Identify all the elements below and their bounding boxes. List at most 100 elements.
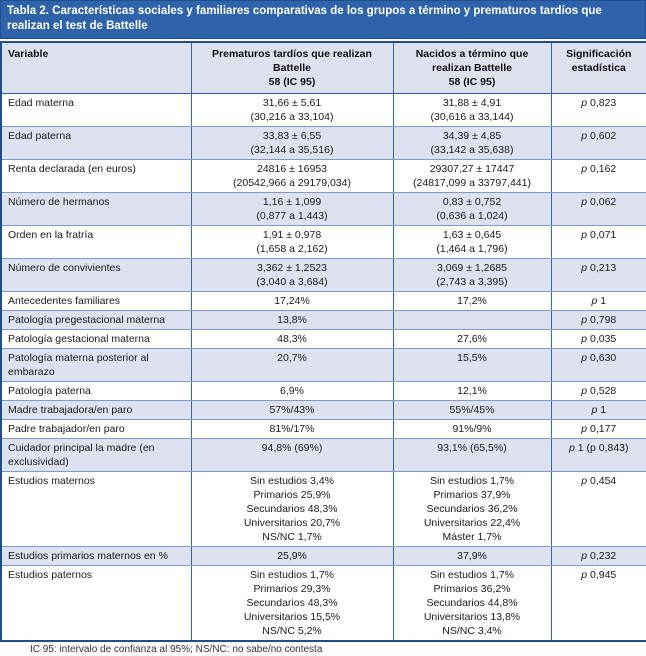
value-line: NS/NC 1,7% <box>262 531 322 543</box>
table-row: Madre trabajadora/en paro 57%/43% 55%/45… <box>0 400 646 420</box>
value-line: 1,16 ± 1,099 <box>262 196 322 208</box>
value-line: Secundarios 44,8% <box>426 597 518 609</box>
value-line: 6,9% <box>280 385 304 397</box>
value-line: 17,24% <box>274 295 310 307</box>
p-value: p 0,630 <box>550 348 646 382</box>
preterm-value: 1,16 ± 1,099 (0,877 a 1,443) <box>190 192 394 226</box>
value-line: Sin estudios 1,7% <box>429 569 515 581</box>
row-label: Número de hermanos <box>0 192 192 226</box>
table-row: Estudios primarios maternos en % 25,9% 3… <box>0 546 646 566</box>
value-line: Secundarios 48,3% <box>246 597 338 609</box>
value-line: (32,144 a 35,516) <box>250 144 334 156</box>
value-line: NS/NC 5,2% <box>262 625 322 637</box>
row-label: Padre trabajador/en paro <box>0 419 192 439</box>
value-line: (0,877 a 1,443) <box>256 210 328 222</box>
p-value: p 0,232 <box>550 546 646 566</box>
p-number: 1 (p 0,843) <box>577 442 629 454</box>
p-symbol: p <box>581 229 588 241</box>
value-line: 94,8% (69%) <box>261 442 323 454</box>
value-line: NS/NC 3,4% <box>442 625 502 637</box>
p-symbol: p <box>581 163 588 175</box>
term-value: 1,63 ± 0,645 (1,464 a 1,796) <box>392 225 552 259</box>
p-symbol: p <box>581 333 588 345</box>
value-line: Secundarios 48,3% <box>246 503 338 515</box>
row-label: Estudios primarios maternos en % <box>0 546 192 566</box>
header-row: Variable Prematuros tardíos que realizan… <box>0 41 646 94</box>
table-row: Patología materna posterior al embarazo … <box>0 348 646 382</box>
value-line: 37,9% <box>457 550 487 562</box>
value-line: 0,83 ± 0,752 <box>442 196 502 208</box>
p-symbol: p <box>581 423 588 435</box>
p-value: p 0,454 <box>550 471 646 547</box>
row-label: Madre trabajadora/en paro <box>0 400 192 420</box>
p-value: p 0,162 <box>550 159 646 193</box>
value-line: Secundarios 36,2% <box>426 503 518 515</box>
p-symbol: p <box>581 262 588 274</box>
value-line: 55%/45% <box>449 404 495 416</box>
value-line: Sin estudios 3,4% <box>249 475 335 487</box>
p-symbol: p <box>581 550 588 562</box>
value-line: 13,8% <box>277 314 307 326</box>
value-line: Universitarios 15,5% <box>243 611 341 623</box>
term-value: 12,1% <box>392 381 552 401</box>
p-value: p 0,528 <box>550 381 646 401</box>
term-value <box>392 310 552 330</box>
p-value: p 0,071 <box>550 225 646 259</box>
p-value: p 0,177 <box>550 419 646 439</box>
value-line: 17,2% <box>457 295 487 307</box>
p-value: p 0,823 <box>550 93 646 127</box>
p-symbol: p <box>581 196 588 208</box>
value-line: (3,040 a 3,684) <box>256 276 328 288</box>
value-line: 1,63 ± 0,645 <box>442 229 502 241</box>
row-label: Patología gestacional materna <box>0 329 192 349</box>
column-header-significance: Significación estadística <box>550 41 646 94</box>
value-line: (33,142 a 35,638) <box>430 144 514 156</box>
table-row: Edad paterna 33,83 ± 6,55 (32,144 a 35,51… <box>0 126 646 160</box>
p-number: 1 <box>600 404 607 416</box>
table-row: Renta declarada (en euros) 24816 ± 16953… <box>0 159 646 193</box>
term-value: 37,9% <box>392 546 552 566</box>
value-line: 27,6% <box>457 333 487 345</box>
text-line: 58 (IC 95) <box>448 76 496 88</box>
text-line: Prematuros tardíos que realizan <box>212 48 372 60</box>
p-value: p 0,798 <box>550 310 646 330</box>
row-label: Patología paterna <box>0 381 192 401</box>
value-line: Sin estudios 1,7% <box>429 475 515 487</box>
text-line: Battelle <box>273 62 311 74</box>
column-header-variable: Variable <box>0 41 192 94</box>
value-line: 31,88 ± 4,91 <box>442 97 502 109</box>
row-label: Número de convivientes <box>0 258 192 292</box>
p-symbol: p <box>581 475 588 487</box>
value-line: Máster 1,7% <box>442 531 502 543</box>
table-row: Número de convivientes 3,362 ± 1,2523 (3,… <box>0 258 646 292</box>
p-symbol: p <box>581 97 588 109</box>
row-label: Renta declarada (en euros) <box>0 159 192 193</box>
column-header-preterm-group: Prematuros tardíos que realizan Battelle 5… <box>190 41 394 94</box>
value-line: 34,39 ± 4,85 <box>442 130 502 142</box>
value-line: Universitarios 22,4% <box>423 517 521 529</box>
value-line: 3,069 ± 1,2685 <box>437 262 507 274</box>
term-value: 0,83 ± 0,752 (0,636 a 1,024) <box>392 192 552 226</box>
p-number: 0,823 <box>589 97 617 109</box>
table-row: Patología gestacional materna 48,3% 27,6… <box>0 329 646 349</box>
preterm-value: 31,66 ± 5,61 (30,216 a 33,104) <box>190 93 394 127</box>
row-label: Edad paterna <box>0 126 192 160</box>
value-line: Primarios 37,9% <box>433 489 511 501</box>
p-symbol: p <box>568 442 575 454</box>
value-line: 33,83 ± 6,55 <box>262 130 322 142</box>
p-number: 0,630 <box>589 352 617 364</box>
value-line: (24817,099 a 33797,441) <box>413 177 531 189</box>
row-label: Patología pregestacional materna <box>0 310 192 330</box>
p-number: 1 <box>600 295 607 307</box>
value-line: 1,91 ± 0,978 <box>262 229 322 241</box>
p-value: p 0,035 <box>550 329 646 349</box>
value-line: 81%/17% <box>269 423 315 435</box>
value-line: (1,658 a 2,162) <box>256 243 328 255</box>
p-symbol: p <box>581 130 588 142</box>
p-number: 0,528 <box>589 385 617 397</box>
preterm-value: 48,3% <box>190 329 394 349</box>
p-number: 0,602 <box>589 130 617 142</box>
term-value: 34,39 ± 4,85 (33,142 a 35,638) <box>392 126 552 160</box>
p-symbol: p <box>591 404 598 416</box>
value-line: Sin estudios 1,7% <box>249 569 335 581</box>
